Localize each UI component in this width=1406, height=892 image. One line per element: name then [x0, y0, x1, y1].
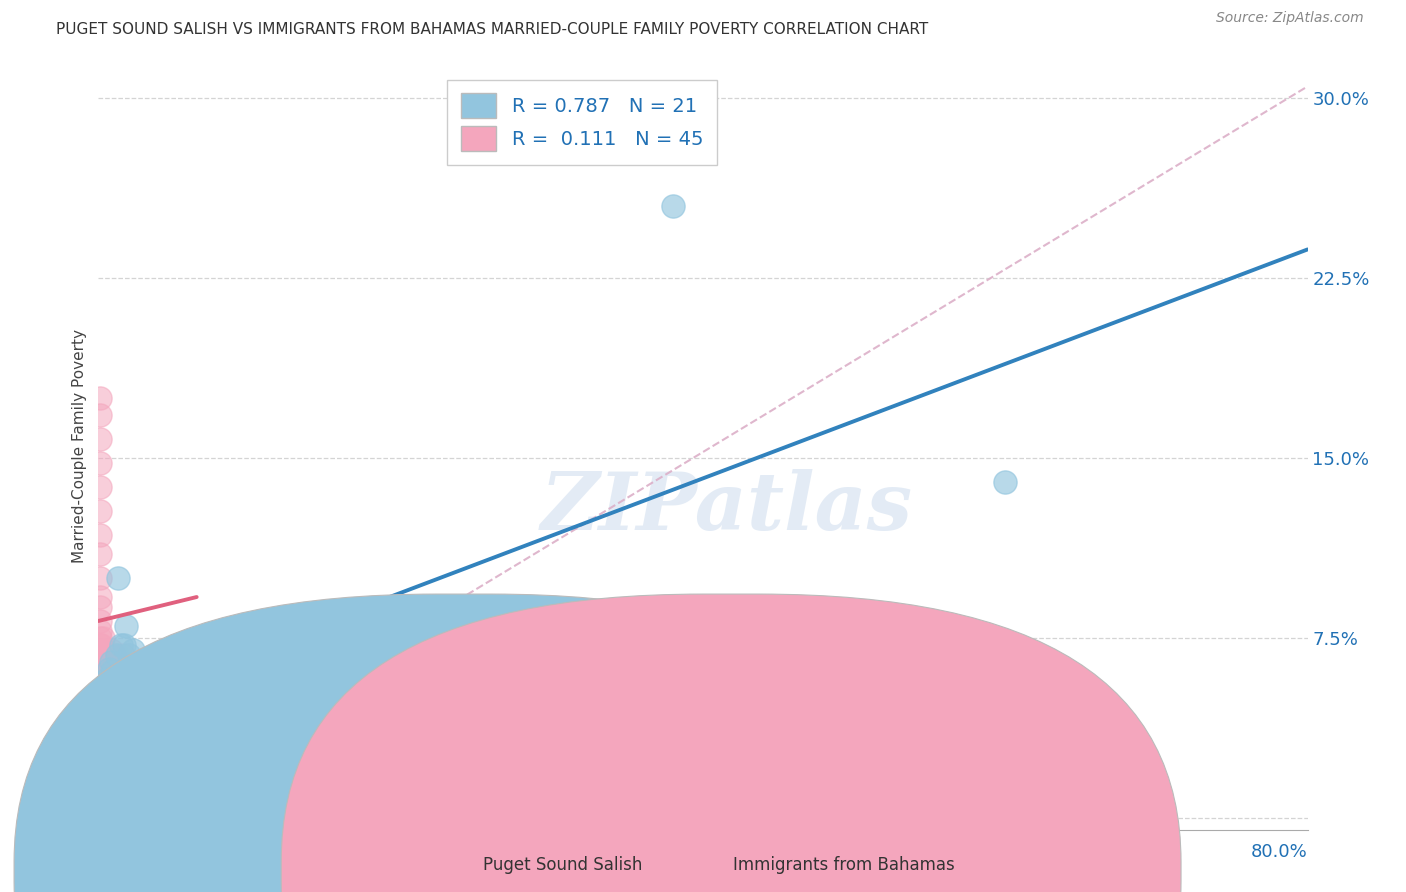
Point [89, 408, 111, 422]
Text: Source: ZipAtlas.com: Source: ZipAtlas.com [1216, 11, 1364, 25]
Point [89, 456, 111, 470]
Point [90, 662, 112, 676]
Point [104, 659, 127, 673]
Point [96, 662, 118, 676]
Point [101, 655, 124, 669]
Point [90, 648, 112, 662]
Point [89, 655, 111, 669]
Point [91, 642, 114, 657]
Point [91, 655, 114, 669]
Point [111, 648, 134, 662]
Text: Puget Sound Salish: Puget Sound Salish [482, 856, 643, 874]
Point [93, 662, 115, 676]
Point [96, 672, 118, 686]
Y-axis label: Married-Couple Family Poverty: Married-Couple Family Poverty [72, 329, 87, 563]
Text: PUGET SOUND SALISH VS IMMIGRANTS FROM BAHAMAS MARRIED-COUPLE FAMILY POVERTY CORR: PUGET SOUND SALISH VS IMMIGRANTS FROM BA… [56, 22, 928, 37]
Point [90, 638, 112, 652]
Point [89, 391, 111, 405]
Point [89, 631, 111, 645]
Text: 0.0%: 0.0% [98, 843, 143, 862]
Point [103, 672, 125, 686]
Point [90, 698, 112, 712]
Point [105, 648, 128, 662]
Point [94, 655, 117, 669]
Point [89, 504, 111, 518]
Point [145, 673, 167, 688]
Point [112, 638, 135, 652]
Point [994, 475, 1017, 489]
Point [98, 666, 121, 681]
Point [141, 666, 163, 681]
Point [114, 619, 136, 633]
Point [89, 599, 111, 614]
Point [91, 631, 114, 645]
Legend: R = 0.787   N = 21, R =  0.111   N = 45: R = 0.787 N = 21, R = 0.111 N = 45 [447, 79, 717, 165]
Point [89, 648, 111, 662]
Point [107, 655, 129, 669]
Point [89, 590, 111, 604]
Point [89, 624, 111, 638]
Point [94, 666, 117, 681]
Point [93, 700, 115, 714]
Point [661, 199, 683, 213]
Point [89, 791, 111, 805]
Point [89, 432, 111, 446]
Point [89, 638, 111, 652]
Point [110, 638, 132, 652]
Text: 80.0%: 80.0% [1251, 843, 1308, 862]
Point [101, 665, 124, 679]
Text: Immigrants from Bahamas: Immigrants from Bahamas [733, 856, 955, 874]
Point [89, 614, 111, 628]
Point [91, 662, 114, 676]
Point [91, 686, 114, 700]
Point [89, 547, 111, 561]
Point [118, 666, 141, 681]
Text: ZIPatlas: ZIPatlas [541, 468, 914, 546]
Point [107, 571, 129, 585]
Point [96, 648, 118, 662]
Point [89, 757, 111, 772]
Point [90, 655, 112, 669]
Point [125, 659, 148, 673]
Point [89, 571, 111, 585]
Point [100, 655, 122, 669]
Point [122, 642, 145, 657]
Point [132, 673, 155, 688]
Point [98, 662, 121, 676]
Point [100, 642, 122, 657]
Point [89, 666, 111, 681]
Point [90, 679, 112, 693]
Point [94, 710, 117, 724]
Point [118, 648, 141, 662]
Point [89, 527, 111, 541]
Point [90, 672, 112, 686]
Point [98, 655, 121, 669]
Point [89, 480, 111, 494]
Point [103, 648, 125, 662]
Point [93, 648, 115, 662]
